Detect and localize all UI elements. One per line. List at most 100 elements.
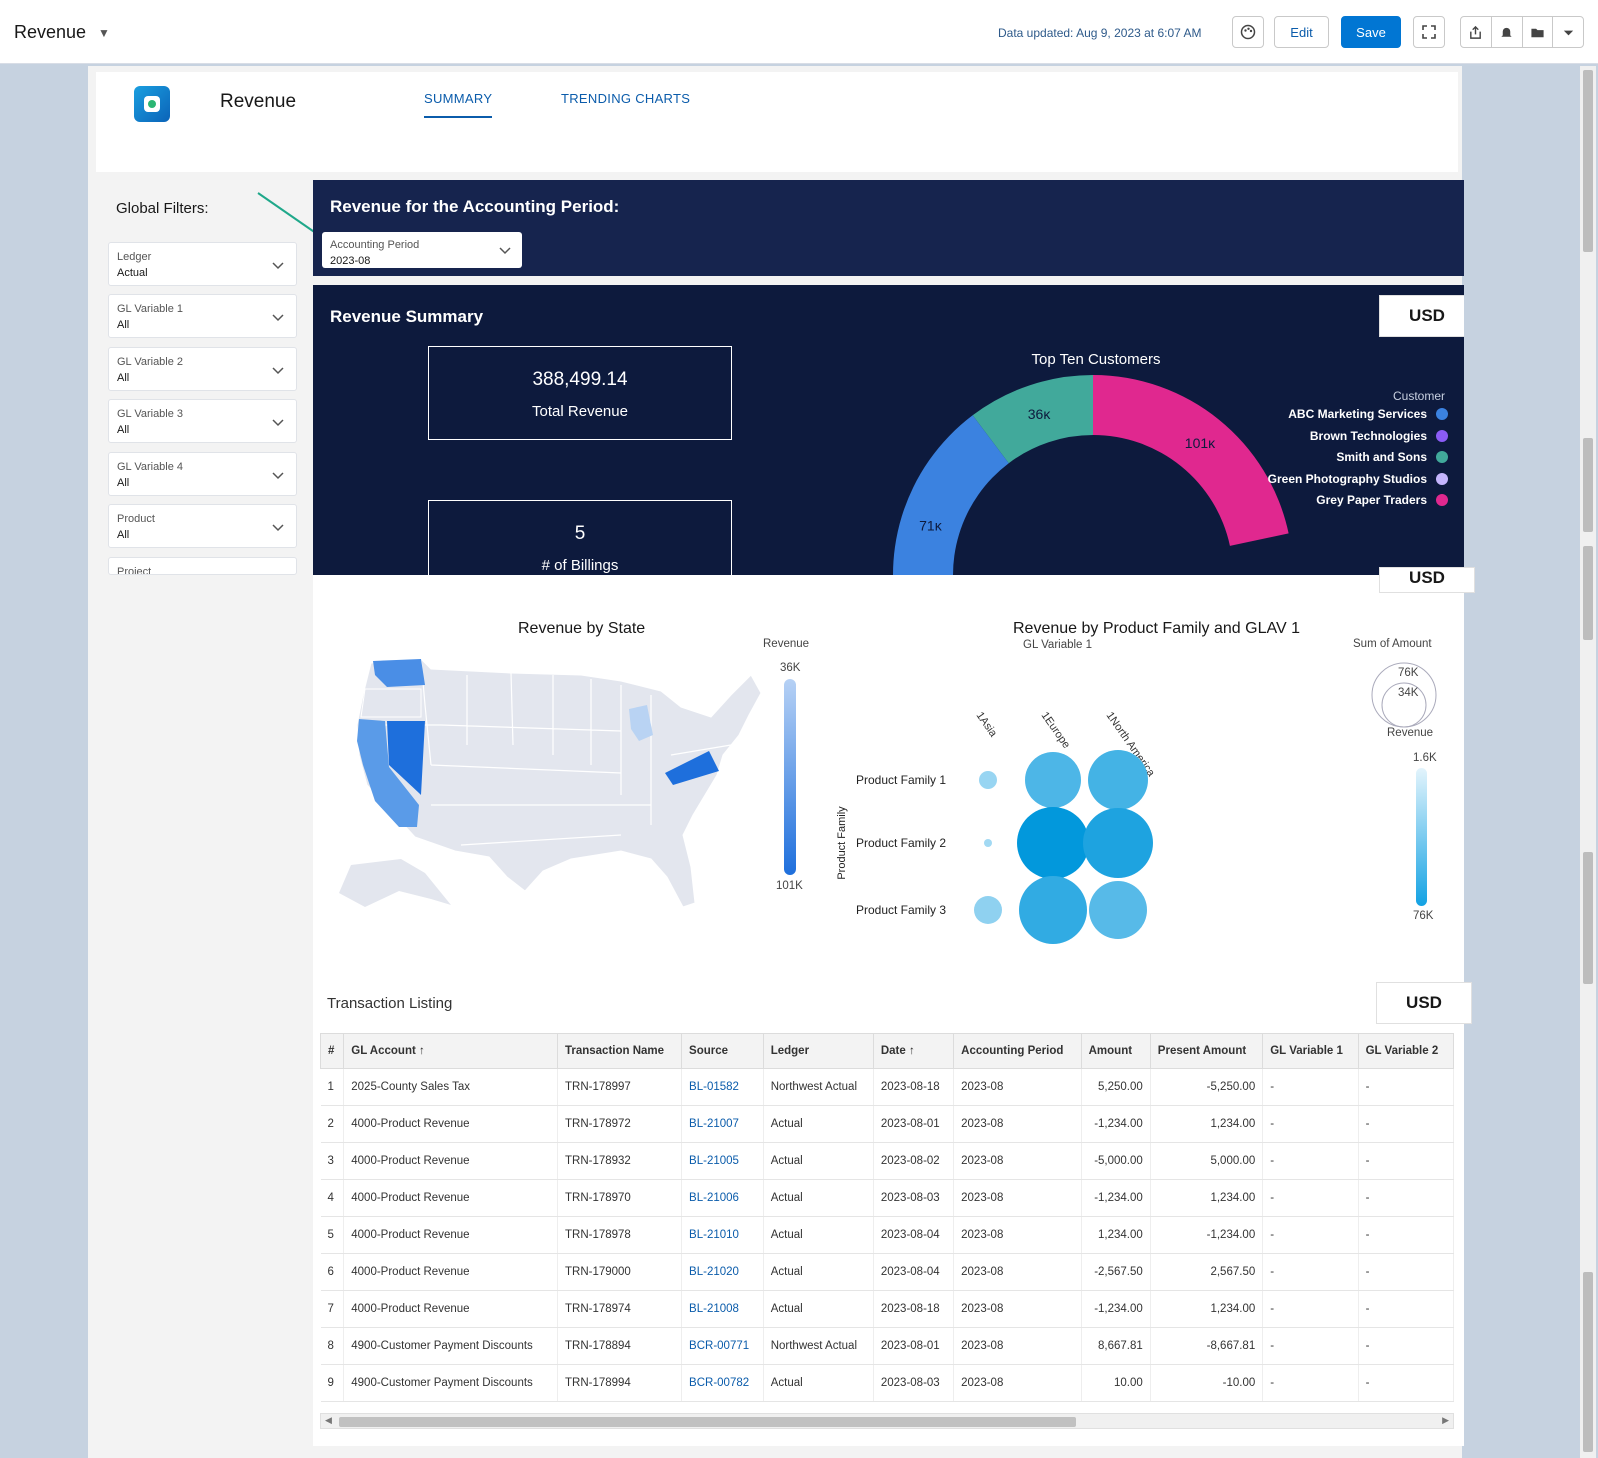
scrollbar-thumb[interactable] [1583, 1272, 1593, 1452]
scrollbar-thumb[interactable] [1583, 70, 1593, 252]
table-row[interactable]: 8 4900-Customer Payment Discounts TRN-1788… [320, 1327, 1455, 1365]
sort-ascending-icon[interactable]: ↑ [415, 1045, 425, 1057]
palette-icon [1240, 24, 1256, 40]
bubble-point[interactable] [1017, 807, 1089, 879]
table-cell: 2023-08-01 [873, 1327, 955, 1365]
table-cell[interactable]: BCR-00782 [681, 1364, 764, 1402]
table-cell[interactable]: BL-21006 [681, 1179, 764, 1217]
column-header[interactable]: GL Variable 2 [1357, 1033, 1455, 1069]
legend-label: Green Photography Studios [1267, 471, 1427, 486]
table-cell: 1,234.00 [1150, 1105, 1264, 1143]
table-cell: - [1358, 1364, 1455, 1402]
bubble-point[interactable] [1025, 752, 1081, 808]
scrollbar-thumb[interactable] [1583, 546, 1593, 640]
legend-item[interactable]: Smith and Sons [1336, 450, 1448, 464]
tab-trending-charts[interactable]: TRENDING CHARTS [561, 91, 691, 106]
table-cell[interactable]: BL-21005 [681, 1142, 764, 1180]
accounting-period-select[interactable]: Accounting Period 2023-08 [322, 232, 522, 268]
table-row[interactable]: 3 4000-Product Revenue TRN-178932 BL-21005 A… [320, 1142, 1455, 1180]
bubble-point[interactable] [984, 839, 992, 847]
donut-slice[interactable] [893, 415, 1009, 575]
donut-slice[interactable] [972, 375, 1093, 464]
notification-button[interactable] [1492, 17, 1523, 47]
scroll-right-icon[interactable]: ▶ [1442, 1415, 1449, 1425]
more-actions-button[interactable] [1553, 17, 1583, 47]
column-header[interactable]: Present Amount [1149, 1033, 1264, 1069]
filter-project[interactable]: Project [108, 557, 297, 575]
table-row[interactable]: 2 4000-Product Revenue TRN-178972 BL-21007 A… [320, 1105, 1455, 1143]
collection-button[interactable] [1523, 17, 1554, 47]
scrollbar-thumb[interactable] [1583, 852, 1593, 984]
kpi-total-revenue[interactable]: 388,499.14 Total Revenue [428, 346, 732, 440]
bubble-point[interactable] [974, 896, 1002, 924]
column-header[interactable]: # [319, 1033, 345, 1069]
legend-item[interactable]: ABC Marketing Services [1288, 407, 1448, 421]
filter-value: Actual [117, 267, 148, 279]
column-header[interactable]: Transaction Name [556, 1033, 683, 1069]
table-row[interactable]: 1 2025-County Sales Tax TRN-178997 BL-01582… [320, 1068, 1455, 1106]
folder-icon [1531, 28, 1544, 37]
app-title[interactable]: Revenue [14, 22, 87, 42]
legend-item[interactable]: Brown Technologies [1310, 429, 1448, 443]
filter-gl-variable-1[interactable]: GL Variable 1 All [108, 294, 297, 338]
bell-icon [1501, 27, 1512, 38]
scrollbar-thumb[interactable] [1583, 438, 1593, 532]
column-header[interactable]: Amount [1080, 1033, 1151, 1069]
table-cell: Northwest Actual [763, 1327, 874, 1365]
bubble-point[interactable] [1083, 808, 1153, 878]
column-header[interactable]: Date ↑ [872, 1033, 955, 1069]
table-cell: -5,250.00 [1150, 1068, 1264, 1106]
save-button[interactable]: Save [1341, 16, 1401, 48]
filter-ledger[interactable]: Ledger Actual [108, 242, 297, 286]
table-cell: -5,000.00 [1081, 1142, 1151, 1180]
vertical-scrollbar[interactable] [1580, 66, 1596, 1458]
column-header[interactable]: GL Account ↑ [343, 1033, 558, 1069]
table-row[interactable]: 4 4000-Product Revenue TRN-178970 BL-21006 A… [320, 1179, 1455, 1217]
table-row[interactable]: 5 4000-Product Revenue TRN-178978 BL-21010 A… [320, 1216, 1455, 1254]
bubble-point[interactable] [1019, 876, 1087, 944]
table-row[interactable]: 7 4000-Product Revenue TRN-178974 BL-21008 A… [320, 1290, 1455, 1328]
legend-item[interactable]: Grey Paper Traders [1316, 493, 1448, 507]
table-cell[interactable]: BL-01582 [681, 1068, 764, 1106]
table-cell: 4000-Product Revenue [343, 1253, 558, 1291]
select-value: 2023-08 [330, 255, 371, 267]
table-cell[interactable]: BL-21010 [681, 1216, 764, 1254]
table-cell[interactable]: BL-21007 [681, 1105, 764, 1143]
table-cell: -2,567.50 [1081, 1253, 1151, 1291]
column-header[interactable]: GL Variable 1 [1262, 1033, 1359, 1069]
column-header[interactable]: Ledger [762, 1033, 874, 1069]
column-header[interactable]: Source [681, 1033, 764, 1069]
filter-label: GL Variable 4 [117, 461, 184, 473]
column-header[interactable]: Accounting Period [953, 1033, 1082, 1069]
table-row[interactable]: 9 4900-Customer Payment Discounts TRN-1789… [320, 1364, 1455, 1402]
share-button[interactable] [1461, 17, 1492, 47]
scrollbar-thumb[interactable] [339, 1417, 1076, 1427]
table-cell[interactable]: BL-21008 [681, 1290, 764, 1328]
edit-button[interactable]: Edit [1274, 16, 1329, 48]
table-cell[interactable]: BL-21020 [681, 1253, 764, 1291]
table-cell[interactable]: BCR-00771 [681, 1327, 764, 1365]
caret-down-icon[interactable]: ▼ [98, 26, 110, 40]
filter-gl-variable-4[interactable]: GL Variable 4 All [108, 452, 297, 496]
scroll-left-icon[interactable]: ◀ [325, 1415, 332, 1425]
bubble-point[interactable] [1089, 881, 1147, 939]
donut-slice[interactable] [1093, 375, 1289, 546]
table-cell: - [1358, 1142, 1455, 1180]
transaction-listing-title: Transaction Listing [327, 995, 453, 1012]
tab-summary[interactable]: SUMMARY [424, 91, 493, 118]
bubble-point[interactable] [1088, 750, 1148, 810]
legend-item[interactable]: Green Photography Studios [1268, 472, 1448, 486]
bubble-point[interactable] [979, 771, 997, 789]
horizontal-scrollbar[interactable]: ◀ ▶ [320, 1413, 1454, 1429]
table-row[interactable]: 6 4000-Product Revenue TRN-179000 BL-21020 A… [320, 1253, 1455, 1291]
sort-ascending-icon[interactable]: ↑ [905, 1045, 915, 1057]
kpi-billings[interactable]: 5 # of Billings [428, 500, 732, 575]
donut-chart-title: Top Ten Customers [1031, 351, 1161, 368]
theme-palette-button[interactable] [1232, 16, 1264, 48]
filter-gl-variable-2[interactable]: GL Variable 2 All [108, 347, 297, 391]
legend-label: ABC Marketing Services [1288, 407, 1427, 421]
fullscreen-button[interactable] [1413, 16, 1445, 48]
filter-gl-variable-3[interactable]: GL Variable 3 All [108, 399, 297, 443]
filter-product[interactable]: Product All [108, 504, 297, 548]
